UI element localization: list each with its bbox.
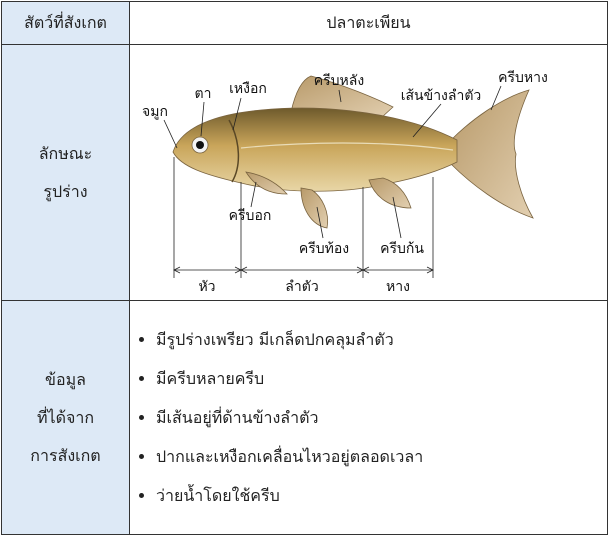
list-item: ว่ายน้ำโดยใช้ครีบ: [156, 476, 423, 515]
part-label: จมูก: [142, 104, 168, 120]
part-label: ครีบหลัง: [314, 73, 364, 89]
section-label: ลำตัว: [285, 279, 318, 295]
observation-list: มีรูปร่างเพรียว มีเกล็ดปกคลุมลำตัว มีครี…: [138, 320, 423, 515]
label-line: ข้อมูล: [45, 369, 86, 389]
part-label: ครีบหาง: [498, 70, 548, 86]
leaders: [163, 85, 502, 278]
list-item: มีครีบหลายครีบ: [156, 359, 423, 398]
list-item: มีเส้นอยู่ที่ด้านข้างลำตัว: [156, 398, 423, 437]
section-label: หัว: [198, 279, 215, 295]
list-item: ปากและเหงือกเคลื่อนไหวอยู่ตลอดเวลา: [156, 437, 423, 476]
label-line: ที่ได้จาก: [36, 407, 95, 427]
header-cell: สัตว์ที่สังเกต: [2, 2, 130, 45]
label-line: รูปร่าง: [43, 181, 88, 201]
header-cell: ปลาตะเพียน: [130, 2, 607, 45]
label-line: การสังเกต: [30, 445, 101, 465]
label-line: ลักษณะ: [38, 143, 93, 163]
part-label: ครีบท้อง: [299, 241, 349, 257]
part-label: ตา: [195, 86, 212, 102]
part-label: ครีบอก: [229, 208, 272, 224]
part-label: ครีบก้น: [380, 241, 424, 257]
list-item: มีรูปร่างเพรียว มีเกล็ดปกคลุมลำตัว: [156, 320, 423, 359]
fish: [172, 75, 534, 228]
fish-diagram: จมูก ตา เหงือก ครีบหลัง เส้นข้างลำตัว คร…: [142, 70, 548, 295]
section-label: หาง: [386, 279, 410, 295]
list-cell: มีรูปร่างเพรียว มีเกล็ดปกคลุมลำตัว มีครี…: [130, 301, 607, 534]
row-label: ลักษณะ รูปร่าง: [2, 45, 130, 301]
part-label: เหงือก: [229, 81, 267, 97]
diagram-cell: จมูก ตา เหงือก ครีบหลัง เส้นข้างลำตัว คร…: [130, 45, 607, 301]
part-label: เส้นข้างลำตัว: [401, 88, 482, 104]
row-label: ข้อมูล ที่ได้จาก การสังเกต: [2, 301, 130, 534]
